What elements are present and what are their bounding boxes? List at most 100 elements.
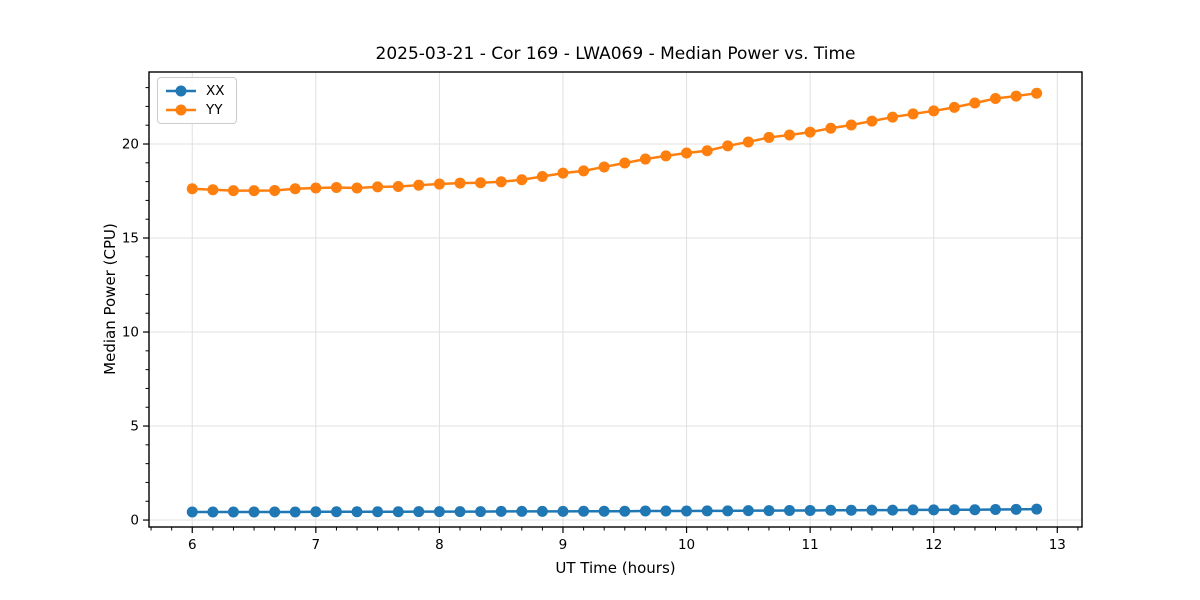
data-point-marker-xx	[742, 505, 754, 517]
x-tick-label: 13	[1049, 537, 1066, 553]
x-tick-label: 8	[435, 537, 444, 553]
data-point-marker-yy	[207, 184, 219, 196]
data-point-marker-xx	[454, 506, 466, 518]
data-point-marker-yy	[742, 136, 754, 148]
data-point-marker-yy	[701, 145, 713, 157]
data-point-marker-yy	[969, 97, 981, 109]
legend: XX YY	[157, 77, 237, 124]
x-axis-label: UT Time (hours)	[555, 559, 676, 577]
y-axis-label: Median Power (CPU)	[101, 223, 119, 375]
data-point-marker-yy	[578, 165, 590, 177]
data-point-marker-xx	[681, 505, 693, 517]
data-point-marker-xx	[269, 506, 281, 518]
data-point-marker-xx	[372, 506, 384, 518]
x-tick-label: 6	[188, 537, 197, 553]
data-point-marker-yy	[392, 181, 404, 193]
data-point-marker-xx	[701, 505, 713, 517]
data-point-marker-xx	[722, 505, 734, 517]
data-point-marker-xx	[845, 504, 857, 516]
data-point-marker-yy	[989, 93, 1001, 105]
legend-item-yy: YY	[165, 102, 225, 118]
data-point-marker-yy	[351, 182, 363, 194]
data-point-marker-yy	[310, 182, 322, 194]
data-point-marker-xx	[907, 504, 919, 516]
data-point-marker-yy	[475, 177, 487, 189]
x-tick-label: 12	[925, 537, 942, 553]
data-point-marker-yy	[660, 150, 672, 162]
data-point-marker-yy	[887, 111, 899, 123]
data-point-marker-yy	[289, 183, 301, 195]
data-point-marker-xx	[989, 504, 1001, 516]
y-tick-label: 20	[122, 137, 139, 153]
xx-series-line-icon	[166, 85, 196, 97]
data-point-marker-yy	[681, 147, 693, 159]
data-point-marker-yy	[845, 119, 857, 131]
y-tick-label: 5	[130, 419, 139, 435]
data-point-marker-yy	[1010, 90, 1022, 102]
y-tick-label: 15	[122, 231, 139, 247]
data-point-marker-yy	[248, 185, 260, 197]
data-point-marker-yy	[907, 108, 919, 120]
data-point-marker-xx	[578, 505, 590, 517]
data-point-marker-yy	[1031, 87, 1043, 99]
chart-title: 2025-03-21 - Cor 169 - LWA069 - Median P…	[375, 44, 856, 64]
data-point-marker-xx	[887, 504, 899, 516]
data-point-marker-yy	[433, 178, 445, 190]
data-point-marker-xx	[248, 506, 260, 518]
x-tick-label: 11	[802, 537, 819, 553]
data-point-marker-yy	[722, 140, 734, 152]
data-point-marker-xx	[495, 505, 507, 517]
data-point-marker-yy	[516, 174, 528, 186]
data-point-marker-xx	[186, 506, 198, 518]
data-point-marker-xx	[207, 506, 219, 518]
data-point-marker-yy	[186, 183, 198, 195]
data-point-marker-xx	[289, 506, 301, 518]
data-point-marker-yy	[866, 115, 878, 127]
y-tick-label: 10	[122, 325, 139, 341]
data-point-marker-yy	[948, 101, 960, 113]
y-tick-label: 0	[130, 513, 139, 529]
data-point-marker-yy	[598, 161, 610, 173]
data-point-marker-xx	[557, 505, 569, 517]
data-point-marker-xx	[866, 504, 878, 516]
legend-item-xx: XX	[165, 83, 225, 99]
data-point-marker-xx	[330, 506, 342, 518]
data-point-marker-xx	[969, 504, 981, 516]
data-point-marker-xx	[825, 504, 837, 516]
data-point-marker-yy	[269, 184, 281, 196]
data-point-marker-yy	[372, 181, 384, 193]
data-point-marker-xx	[475, 506, 487, 518]
data-point-marker-xx	[310, 506, 322, 518]
data-point-marker-xx	[227, 506, 239, 518]
data-point-marker-yy	[804, 126, 816, 138]
data-point-marker-xx	[804, 504, 816, 516]
data-point-marker-yy	[227, 185, 239, 197]
data-point-marker-xx	[392, 506, 404, 518]
data-point-marker-yy	[639, 153, 651, 165]
data-point-marker-yy	[928, 105, 940, 117]
data-point-marker-yy	[536, 171, 548, 183]
series-line-yy	[192, 92, 1037, 192]
legend-label-xx: XX	[206, 83, 225, 99]
data-point-marker-xx	[1010, 503, 1022, 515]
x-tick-label: 7	[312, 537, 321, 553]
data-point-marker-xx	[660, 505, 672, 517]
data-point-marker-xx	[783, 504, 795, 516]
x-tick-label: 9	[559, 537, 568, 553]
axes-spines	[148, 71, 1083, 528]
data-point-marker-yy	[783, 129, 795, 141]
data-point-marker-yy	[619, 157, 631, 169]
data-point-marker-xx	[413, 506, 425, 518]
data-point-marker-xx	[948, 504, 960, 516]
data-point-marker-yy	[413, 179, 425, 191]
yy-series-line-icon	[166, 104, 196, 116]
data-point-marker-xx	[536, 505, 548, 517]
legend-label-yy: YY	[206, 102, 223, 118]
data-point-marker-yy	[557, 167, 569, 179]
data-point-marker-xx	[928, 504, 940, 516]
data-point-marker-xx	[516, 505, 528, 517]
data-point-marker-yy	[825, 122, 837, 134]
data-point-marker-yy	[763, 131, 775, 143]
